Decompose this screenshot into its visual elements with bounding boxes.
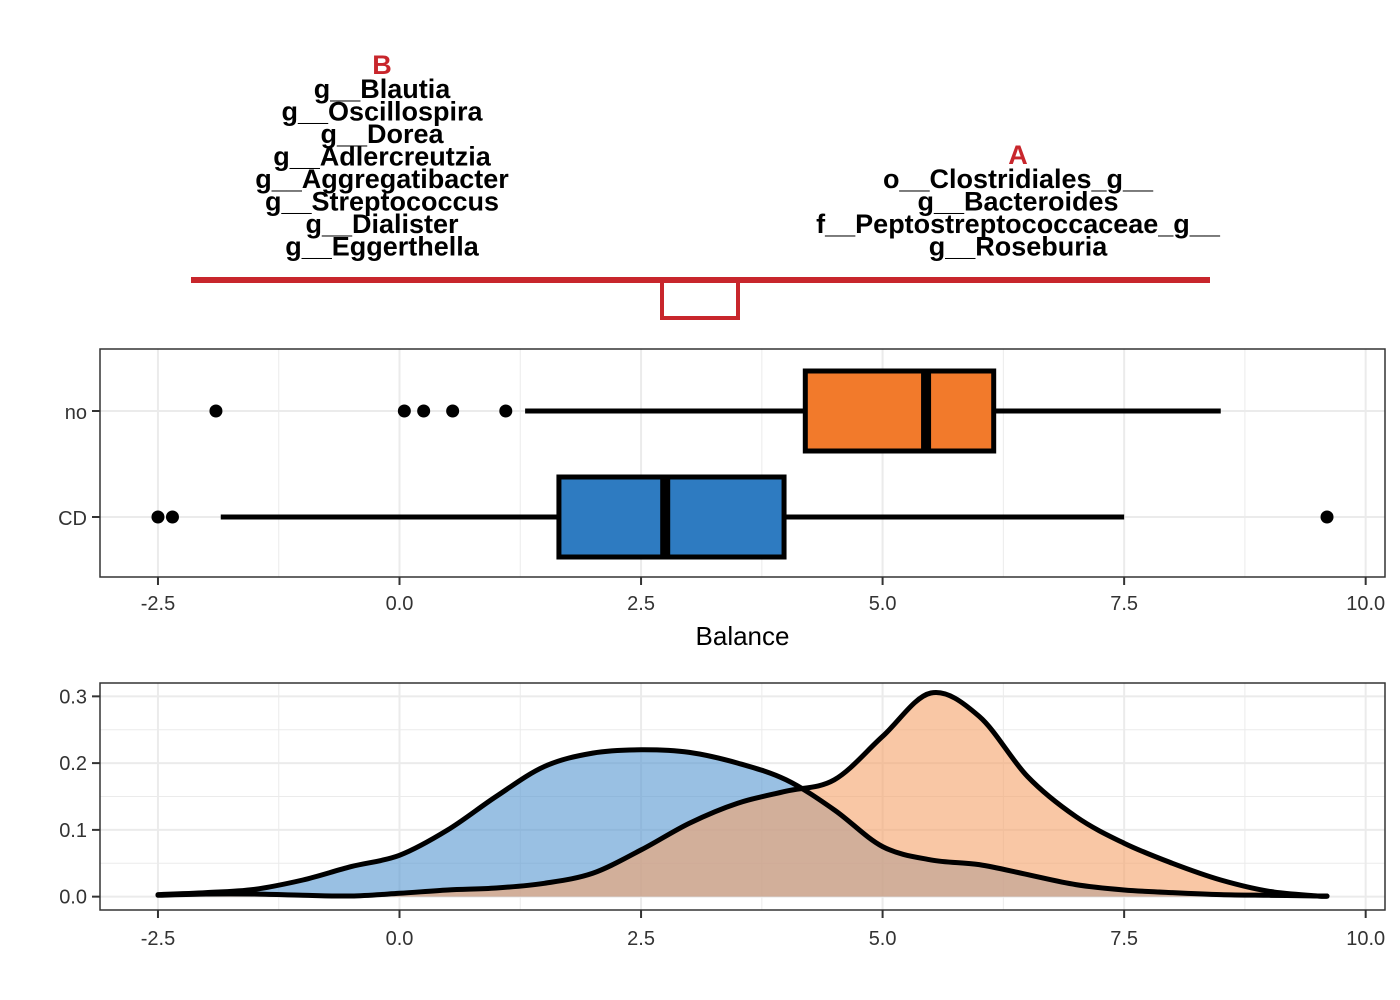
taxon-label: g__Roseburia — [929, 232, 1109, 262]
x-tick-label: -2.5 — [141, 928, 175, 950]
y-tick-label: 0.1 — [59, 820, 87, 842]
outlier-point-no — [417, 404, 431, 418]
x-tick-label: 2.5 — [627, 593, 655, 615]
density-border — [99, 682, 1386, 911]
taxon-label: g__Eggerthella — [285, 232, 480, 262]
y-tick-label-CD: CD — [58, 508, 87, 530]
box-CD — [556, 474, 787, 560]
outlier-point-CD — [151, 510, 165, 524]
outlier-point-CD — [1320, 510, 1334, 524]
boxplot-border — [99, 348, 1386, 578]
outlier-point-no — [209, 404, 223, 418]
x-tick-label: -2.5 — [141, 593, 175, 615]
x-axis-title: Balance — [696, 621, 790, 651]
x-tick-label: 10.0 — [1346, 593, 1385, 615]
balance-dendrogram: Bg__Blautiag__Oscillospirag__Doreag__Adl… — [191, 50, 1221, 320]
outlier-point-no — [446, 404, 460, 418]
taxon-label: g__Dorea — [320, 119, 444, 149]
y-tick-label: 0.0 — [59, 887, 87, 909]
x-tick-label: 7.5 — [1110, 593, 1138, 615]
x-tick-label: 0.0 — [386, 593, 414, 615]
boxplot-panel: no CD -2.5 0.0 2.5 5.0 7.5 10.0 Balance — [58, 348, 1386, 651]
x-tick-label: 5.0 — [869, 928, 897, 950]
outlier-point-no — [397, 404, 411, 418]
density-line-no — [155, 689, 1330, 899]
group-label-B: B — [372, 50, 392, 80]
group-label-A: A — [1008, 140, 1028, 170]
x-tick-label: 2.5 — [627, 928, 655, 950]
density-area-no — [158, 692, 1327, 897]
outlier-point-CD — [165, 510, 179, 524]
taxon-label: g__Dialister — [305, 209, 459, 239]
balance-bracket — [660, 280, 740, 320]
density-panel: 0.0 0.1 0.2 0.3 -2.5 0.0 2.5 5.0 7.5 10.0 — [59, 682, 1386, 950]
x-tick-label: 5.0 — [869, 593, 897, 615]
x-tick-label: 7.5 — [1110, 928, 1138, 950]
taxon-label: g__Aggregatibacter — [255, 164, 509, 194]
taxon-label: g__Blautia — [314, 74, 452, 104]
y-tick-label: 0.2 — [59, 753, 87, 775]
box-no — [802, 368, 997, 454]
taxon-label: g__Streptococcus — [265, 187, 499, 217]
density-line-CD — [155, 747, 1330, 899]
taxon-label: g__Bacteroides — [917, 187, 1118, 217]
taxon-label: g__Oscillospira — [281, 97, 483, 127]
y-tick-label: 0.3 — [59, 686, 87, 708]
x-tick-label: 10.0 — [1346, 928, 1385, 950]
x-tick-label: 0.0 — [386, 928, 414, 950]
taxon-label: o__Clostridiales_g__ — [883, 164, 1154, 194]
y-tick-label-no: no — [65, 402, 87, 424]
taxon-label: g__Adlercreutzia — [273, 142, 492, 172]
outlier-point-no — [499, 404, 513, 418]
taxon-label: f__Peptostreptococcaceae_g__ — [816, 209, 1221, 239]
